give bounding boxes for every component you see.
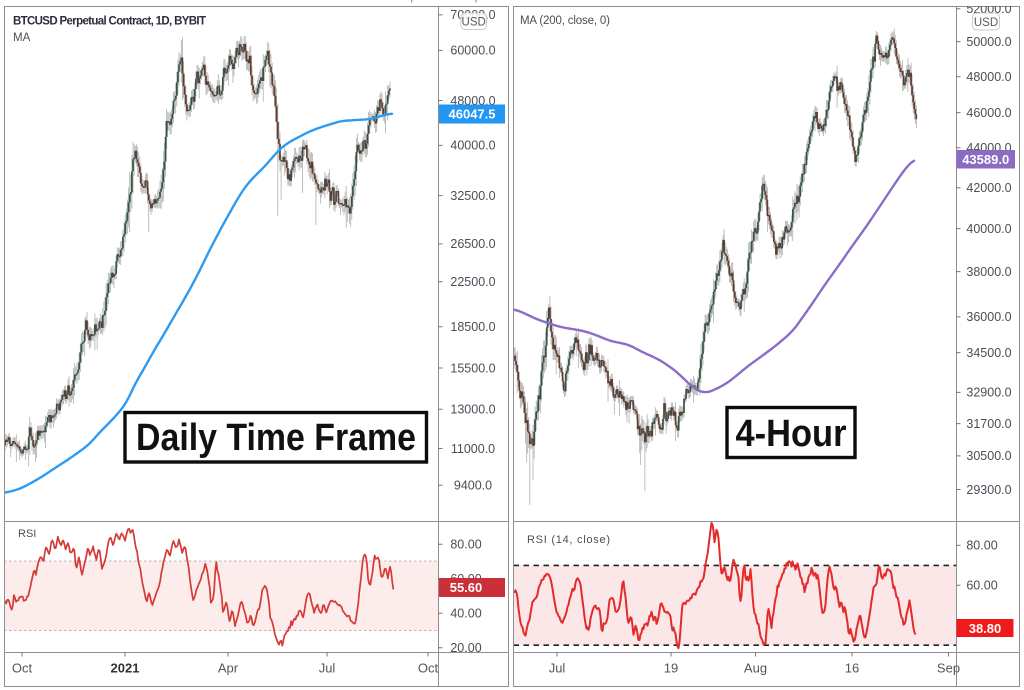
- svg-text:46047.5: 46047.5: [449, 107, 496, 122]
- svg-text:52000.0: 52000.0: [966, 2, 1011, 16]
- svg-text:Daily Time Frame: Daily Time Frame: [136, 417, 416, 459]
- svg-text:Jul: Jul: [319, 661, 336, 676]
- svg-text:4-Hour: 4-Hour: [736, 413, 847, 455]
- svg-text:50000.0: 50000.0: [966, 35, 1011, 49]
- svg-text:43589.0: 43589.0: [962, 152, 1009, 167]
- svg-text:40.00: 40.00: [450, 607, 481, 621]
- svg-text:31700.0: 31700.0: [966, 417, 1011, 431]
- svg-text:38000.0: 38000.0: [966, 265, 1011, 279]
- svg-text:Perpetual Swap: Perpetual Swap: [390, 0, 482, 3]
- svg-text:BTCUSD Perpetual Contract, 1D,: BTCUSD Perpetual Contract, 1D, BYBIT: [13, 16, 206, 28]
- svg-text:USD: USD: [462, 17, 486, 29]
- svg-text:13000.0: 13000.0: [450, 403, 495, 417]
- svg-text:Jul: Jul: [549, 661, 566, 676]
- svg-text:48000.0: 48000.0: [966, 70, 1011, 84]
- svg-text:Oct: Oct: [12, 661, 33, 676]
- svg-text:46000.0: 46000.0: [966, 106, 1011, 120]
- svg-text:36000.0: 36000.0: [966, 310, 1011, 324]
- svg-text:42000.0: 42000.0: [966, 181, 1011, 195]
- svg-text:55.60: 55.60: [450, 580, 483, 595]
- svg-text:RSI: RSI: [18, 528, 36, 540]
- svg-text:40000.0: 40000.0: [450, 139, 495, 153]
- svg-text:20.00: 20.00: [450, 641, 481, 655]
- svg-text:80.00: 80.00: [966, 539, 997, 553]
- svg-text:18500.0: 18500.0: [450, 320, 495, 334]
- svg-text:19: 19: [664, 661, 678, 676]
- svg-text:26500.0: 26500.0: [450, 237, 495, 251]
- svg-text:16: 16: [845, 661, 859, 676]
- svg-text:29300.0: 29300.0: [966, 483, 1011, 497]
- svg-text:48000.0: 48000.0: [450, 94, 495, 108]
- svg-text:32900.0: 32900.0: [966, 386, 1011, 400]
- svg-text:22500.0: 22500.0: [450, 275, 495, 289]
- svg-text:80.00: 80.00: [450, 538, 481, 552]
- svg-text:MA (200, close, 0): MA (200, close, 0): [520, 15, 610, 27]
- svg-text:30500.0: 30500.0: [966, 449, 1011, 463]
- svg-text:60000.0: 60000.0: [450, 44, 495, 58]
- svg-text:MA: MA: [13, 32, 31, 44]
- svg-text:Apr: Apr: [218, 661, 239, 676]
- svg-text:15500.0: 15500.0: [450, 361, 495, 375]
- svg-text:60.00: 60.00: [966, 579, 997, 593]
- svg-text:11000.0: 11000.0: [451, 442, 495, 456]
- svg-text:2021: 2021: [111, 661, 140, 676]
- svg-text:Sep: Sep: [937, 661, 960, 676]
- svg-text:Aug: Aug: [744, 661, 767, 676]
- svg-text:Oct: Oct: [418, 661, 439, 676]
- svg-text:RSI (14, close): RSI (14, close): [527, 534, 610, 546]
- svg-text:38.80: 38.80: [969, 621, 1002, 636]
- svg-text:40000.0: 40000.0: [966, 222, 1011, 236]
- svg-text:9400.0: 9400.0: [454, 479, 492, 493]
- svg-text:USD: USD: [974, 17, 998, 29]
- svg-text:32500.0: 32500.0: [450, 189, 495, 203]
- svg-text:34500.0: 34500.0: [966, 346, 1011, 360]
